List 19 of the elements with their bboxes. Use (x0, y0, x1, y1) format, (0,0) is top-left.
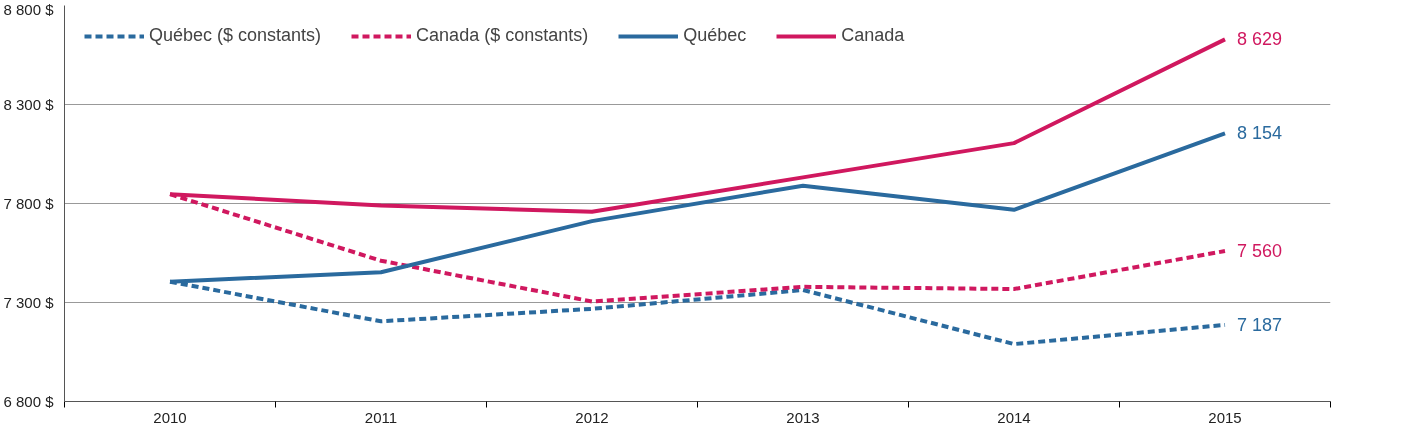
legend-label: Canada ($ constants) (416, 25, 589, 46)
data-label: 7 560 (1237, 241, 1283, 262)
y-tick-label: 6 800 $ (3, 393, 55, 410)
data-label: 8 154 (1237, 123, 1283, 144)
legend-label: Québec (683, 25, 747, 46)
x-tick-label: 2014 (997, 408, 1031, 426)
legend-label: Canada (841, 25, 905, 46)
y-tick-label: 7 300 $ (3, 294, 55, 311)
y-tick-label: 8 800 $ (3, 0, 55, 18)
x-tick-label: 2012 (575, 408, 609, 426)
data-label: 8 629 (1237, 29, 1283, 50)
legend-label: Québec ($ constants) (149, 25, 322, 46)
x-tick-label: 2013 (786, 408, 820, 426)
data-label: 7 187 (1237, 314, 1283, 335)
y-tick-label: 8 300 $ (3, 96, 55, 113)
x-tick-label: 2010 (153, 408, 187, 426)
y-tick-label: 7 800 $ (3, 195, 55, 212)
x-tick-label: 2015 (1208, 408, 1242, 426)
x-tick-label: 2011 (364, 408, 398, 426)
